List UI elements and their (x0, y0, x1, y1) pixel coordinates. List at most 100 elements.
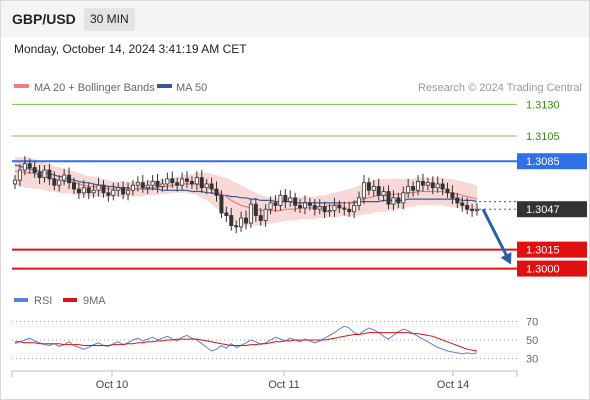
level-label-box-1.3015 (517, 241, 587, 258)
candle-body (465, 205, 470, 210)
candle-body (121, 187, 126, 195)
candle-body (445, 188, 450, 194)
candle-body (337, 205, 342, 209)
candle-body (317, 206, 322, 210)
candle-body (209, 183, 214, 190)
candle-body (460, 202, 465, 206)
candle-body (96, 184, 101, 191)
candle-body (293, 197, 298, 206)
candle-body (273, 202, 278, 206)
candle-body (470, 208, 475, 211)
level-label-box-1.3085 (517, 153, 587, 170)
legend-rsi: RSI (34, 295, 52, 307)
x-tick-label: Oct 14 (437, 379, 469, 391)
candle-body (416, 181, 421, 191)
candle-body (263, 208, 268, 221)
legend-9ma: 9MA (83, 295, 106, 307)
candle-body (194, 177, 199, 185)
candle-body (347, 208, 352, 213)
bollinger-band-area (15, 157, 477, 226)
currency-pair: GBP/USD (12, 11, 76, 27)
price-levels (12, 103, 587, 270)
candle-body (145, 184, 150, 189)
candle-body (101, 184, 106, 194)
candle-body (455, 197, 460, 204)
candle-body (71, 182, 76, 190)
timeframe-button[interactable]: 30 MIN (84, 8, 135, 31)
x-tick-label: Oct 10 (96, 379, 128, 391)
candle-body (386, 191, 391, 205)
candle-body (258, 215, 263, 221)
candlesticks (12, 156, 479, 234)
candle-body (12, 179, 17, 185)
candle-body (474, 208, 479, 211)
rsi-tick-30: 30 (526, 353, 538, 365)
candle-body (361, 182, 366, 199)
candle-body (420, 181, 425, 186)
candle-body (248, 203, 253, 224)
candle-body (332, 205, 337, 211)
candle-body (283, 194, 288, 203)
candle-body (52, 178, 57, 186)
candle-body (366, 182, 371, 191)
candle-body (111, 189, 116, 196)
rsi-lines (14, 325, 478, 355)
candle-body (175, 182, 180, 186)
candle-body (126, 189, 131, 195)
candle-body (253, 203, 258, 216)
rsi-tick-50: 50 (526, 335, 538, 347)
rsi-grid: 70 50 30 (12, 317, 538, 365)
projection-arrow-head (500, 252, 512, 265)
x-tick-label: Oct 11 (268, 379, 300, 391)
candle-body (67, 174, 72, 184)
bollinger-bands (15, 157, 477, 226)
level-label-1.3047: 1.3047 (526, 204, 560, 216)
candle-body (411, 186, 416, 191)
candle-body (371, 186, 376, 191)
legend-swatch-ma50 (157, 84, 172, 88)
projection-arrow (481, 208, 512, 265)
candle-body (42, 169, 47, 179)
candle-body (298, 205, 303, 209)
legend-swatch-9ma (63, 298, 77, 302)
credit-text: Research © 2024 Trading Central (418, 82, 582, 94)
candle-body (204, 183, 209, 189)
level-label-1.3105: 1.3105 (526, 131, 560, 143)
candle-body (135, 182, 140, 186)
candle-body (224, 212, 229, 216)
candle-body (396, 197, 401, 204)
rsi-ma-line (15, 332, 478, 352)
candle-body (322, 206, 327, 213)
time-axis-ticks: Oct 10 Oct 11 Oct 14 (11, 371, 518, 391)
candle-body (180, 178, 185, 186)
timestamp: Monday, October 14, 2024 3:41:19 AM CET (14, 42, 247, 56)
level-label-1.3000: 1.3000 (526, 264, 560, 276)
candle-body (268, 202, 273, 210)
candle-body (327, 210, 332, 213)
candle-body (312, 205, 317, 210)
candle-body (219, 194, 224, 214)
candle-body (170, 178, 175, 184)
candle-body (32, 167, 37, 173)
legend-swatch-rsi (14, 298, 28, 302)
candle-body (116, 187, 121, 191)
level-label-1.3130: 1.3130 (526, 99, 560, 111)
candle-body (62, 174, 67, 181)
candle-body (160, 183, 165, 187)
candle-body (435, 183, 440, 189)
candle-body (47, 169, 52, 180)
legend-ma-bb: MA 20 + Bollinger Bands (34, 82, 155, 94)
candle-body (76, 188, 81, 194)
candle-body (450, 192, 455, 199)
candle-body (27, 163, 32, 168)
candle-body (140, 182, 145, 189)
candle-body (214, 188, 219, 196)
candle-body (165, 178, 170, 185)
legend-swatch-ma-bb (14, 84, 29, 88)
candle-body (239, 217, 244, 228)
candle-body (229, 215, 234, 227)
candle-body (357, 197, 362, 206)
candle-body (288, 197, 293, 203)
